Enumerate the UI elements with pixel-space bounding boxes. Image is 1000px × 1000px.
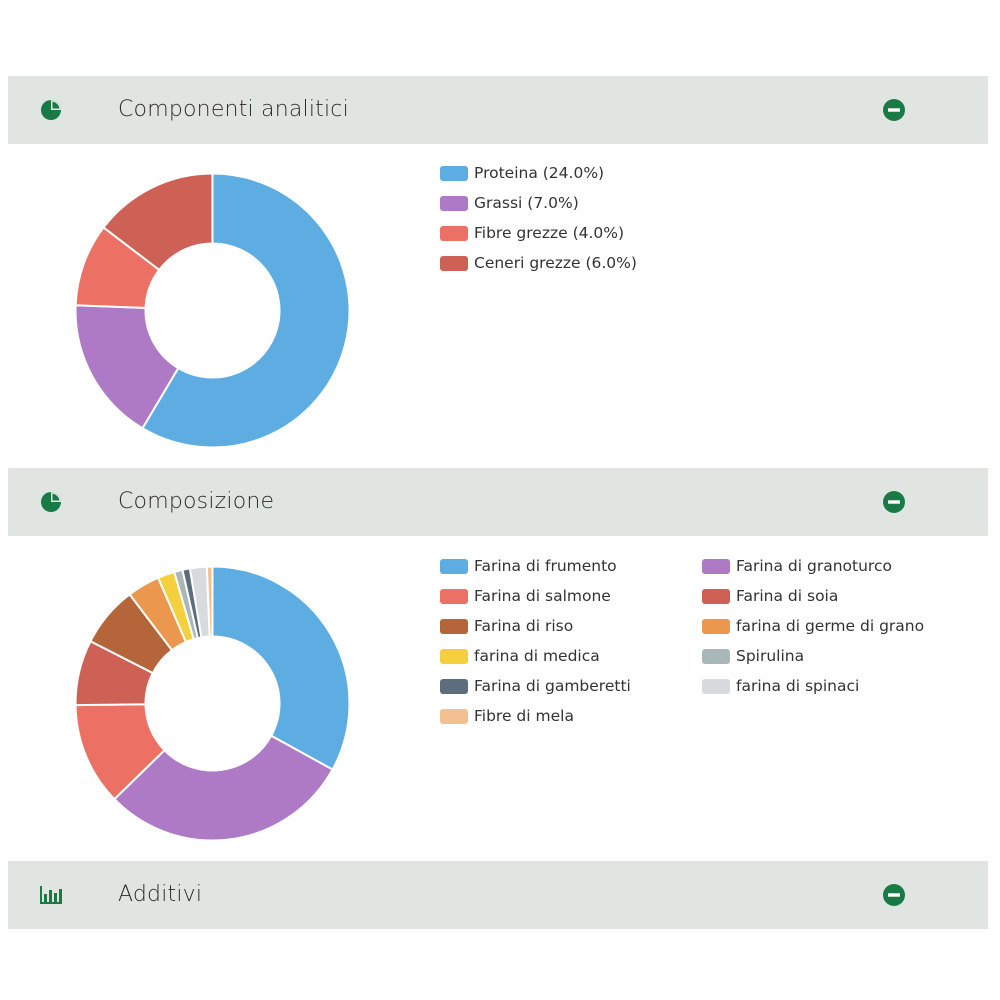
minus-circle-icon[interactable] bbox=[883, 884, 905, 906]
donut-slice-farina-di-granoturco[interactable] bbox=[112, 734, 334, 842]
legend-swatch bbox=[702, 559, 730, 574]
legend-label: Farina di soia bbox=[736, 587, 839, 605]
donut-slice-grassi[interactable] bbox=[74, 304, 180, 430]
legend-label: Fibre grezze (4.0%) bbox=[474, 224, 625, 242]
legend-label: Ceneri grezze (6.0%) bbox=[474, 254, 637, 272]
pie-chart-icon bbox=[41, 492, 61, 512]
donut-chart-composizione bbox=[74, 565, 351, 842]
legend-label: Spirulina bbox=[736, 647, 805, 665]
legend-label: Grassi (7.0%) bbox=[474, 194, 579, 212]
legend-swatch bbox=[702, 649, 730, 664]
section-header-composizione: Composizione bbox=[8, 468, 988, 536]
legend-label: Fibre di mela bbox=[474, 707, 574, 725]
legend-label: Farina di granoturco bbox=[736, 557, 892, 575]
donut-slice-ceneri-grezze[interactable] bbox=[102, 172, 214, 272]
legend-label: Farina di gamberetti bbox=[474, 677, 631, 695]
legend-swatch bbox=[440, 256, 468, 271]
bar-chart-icon bbox=[40, 886, 62, 904]
legend-componenti: Proteina (24.0%) Grassi (7.0%) Fibre gre… bbox=[440, 163, 940, 303]
donut-slice-farina-di-frumento[interactable] bbox=[211, 565, 351, 771]
legend-swatch bbox=[440, 226, 468, 241]
legend-swatch bbox=[440, 679, 468, 694]
legend-label: farina di germe di grano bbox=[736, 617, 925, 635]
legend-swatch bbox=[440, 196, 468, 211]
legend-label: farina di medica bbox=[474, 647, 600, 665]
legend-swatch bbox=[440, 709, 468, 724]
legend-label: farina di spinaci bbox=[736, 677, 860, 695]
legend-swatch bbox=[702, 679, 730, 694]
donut-slice-proteina[interactable] bbox=[141, 172, 351, 449]
legend-label: Proteina (24.0%) bbox=[474, 164, 605, 182]
legend-swatch bbox=[440, 649, 468, 664]
legend-swatch bbox=[702, 589, 730, 604]
section-title: Componenti analitici bbox=[118, 97, 349, 122]
donut-slice-fibre-di-mela[interactable] bbox=[205, 565, 214, 638]
legend-swatch bbox=[440, 619, 468, 634]
legend-swatch bbox=[440, 559, 468, 574]
legend-composizione: Farina di frumento Farina di granoturco … bbox=[440, 556, 960, 746]
donut-chart-componenti bbox=[74, 172, 351, 449]
section-header-additivi: Additivi bbox=[8, 861, 988, 929]
legend-label: Farina di frumento bbox=[474, 557, 617, 575]
section-title: Composizione bbox=[118, 489, 275, 514]
section-header-componenti: Componenti analitici bbox=[8, 76, 988, 144]
minus-circle-icon[interactable] bbox=[883, 99, 905, 121]
legend-label: Farina di salmone bbox=[474, 587, 611, 605]
section-title: Additivi bbox=[118, 882, 203, 907]
pie-chart-icon bbox=[41, 100, 61, 120]
minus-circle-icon[interactable] bbox=[883, 491, 905, 513]
legend-swatch bbox=[440, 166, 468, 181]
legend-swatch bbox=[702, 619, 730, 634]
legend-swatch bbox=[440, 589, 468, 604]
legend-label: Farina di riso bbox=[474, 617, 574, 635]
